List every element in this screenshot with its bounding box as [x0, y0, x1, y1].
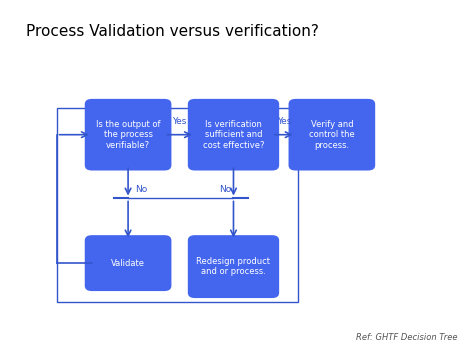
Text: No: No: [219, 185, 231, 194]
Text: Ref: GHTF Decision Tree: Ref: GHTF Decision Tree: [356, 333, 457, 342]
Bar: [57, 108, 298, 301]
FancyBboxPatch shape: [85, 235, 172, 291]
FancyBboxPatch shape: [289, 99, 375, 170]
Text: Yes: Yes: [173, 117, 187, 126]
Text: Validate: Validate: [111, 258, 145, 268]
Text: Yes: Yes: [277, 117, 291, 126]
Text: Process Validation versus verification?: Process Validation versus verification?: [26, 24, 319, 39]
FancyBboxPatch shape: [188, 235, 279, 298]
Text: Is verification
sufficient and
cost effective?: Is verification sufficient and cost effe…: [203, 120, 264, 149]
FancyBboxPatch shape: [85, 99, 172, 170]
Text: Is the output of
the process
verifiable?: Is the output of the process verifiable?: [96, 120, 160, 149]
Text: Verify and
control the
process.: Verify and control the process.: [309, 120, 355, 149]
Text: Redesign product
and or process.: Redesign product and or process.: [197, 257, 271, 276]
FancyBboxPatch shape: [188, 99, 279, 170]
Text: No: No: [135, 185, 147, 194]
